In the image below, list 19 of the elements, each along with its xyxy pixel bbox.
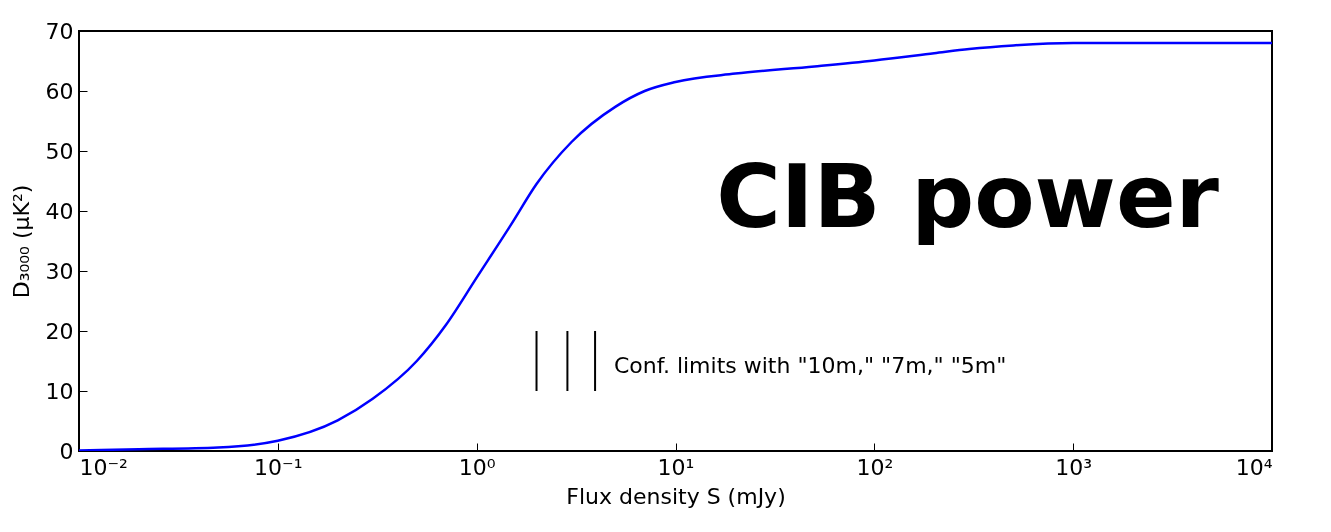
y-tick-label: 30 [45, 258, 74, 284]
y-tick-label: 70 [45, 18, 74, 44]
x-tick-label: 10⁻² [79, 454, 128, 480]
y-tick-label: 10 [45, 378, 74, 404]
y-tick-label: 60 [45, 78, 74, 104]
annotation: Conf. limits with "10m," "7m," "5m" [614, 353, 1007, 378]
x-tick-label: 10⁴ [1235, 454, 1273, 480]
x-tick-label: 10² [856, 454, 894, 480]
y-tick-label: 50 [45, 138, 74, 164]
y-tick-label: 20 [45, 318, 74, 344]
x-tick-label: 10¹ [657, 454, 695, 480]
x-tick-label: 10⁰ [458, 454, 496, 480]
x-tick-label: 10⁻¹ [254, 454, 303, 480]
x-axis-title: Flux density S (mJy) [566, 483, 786, 509]
annotation: CIB power [716, 145, 1220, 248]
y-axis-title: D₃₀₀₀ (μK²) [8, 184, 34, 299]
x-tick-label: 10³ [1055, 454, 1093, 480]
y-tick-label: 40 [45, 198, 74, 224]
y-tick-label: 0 [59, 438, 74, 464]
